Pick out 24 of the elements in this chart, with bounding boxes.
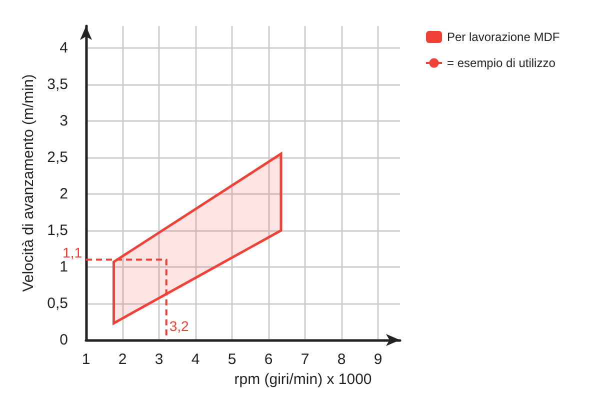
x-tick-label: 3 [154, 351, 164, 368]
annotation: 1,1 [62, 244, 82, 261]
y-axis-title: Velocità di avanzamento (m/min) [20, 74, 37, 292]
x-tick-label: 7 [300, 351, 310, 368]
x-tick-label: 8 [337, 351, 346, 368]
y-tick-label: 2,5 [47, 148, 68, 166]
x-axis-title: rpm (giri/min) x 1000 [234, 370, 372, 388]
x-tick-label: 4 [191, 351, 200, 368]
y-tick-label: 1,5 [47, 222, 68, 239]
x-tick-label: 2 [118, 351, 127, 368]
x-tick-label: 6 [264, 351, 273, 368]
y-tick-label: 4 [60, 39, 68, 56]
y-tick-label: 0,5 [47, 294, 68, 312]
annotation: 3,2 [169, 318, 189, 334]
y-tick-label: 1 [60, 258, 68, 276]
y-tick-label: 3,5 [47, 76, 68, 93]
legend-label: Per lavorazione MDF [447, 30, 560, 44]
y-tick-label: 2 [60, 185, 68, 202]
legend-label: = esempio di utilizzo [447, 56, 556, 70]
x-tick-label: 9 [374, 351, 382, 368]
x-tick-label: 5 [228, 351, 236, 368]
x-tick-label: 1 [82, 351, 90, 368]
y-tick-label: 0 [60, 332, 68, 348]
y-tick-label: 3 [60, 112, 68, 130]
